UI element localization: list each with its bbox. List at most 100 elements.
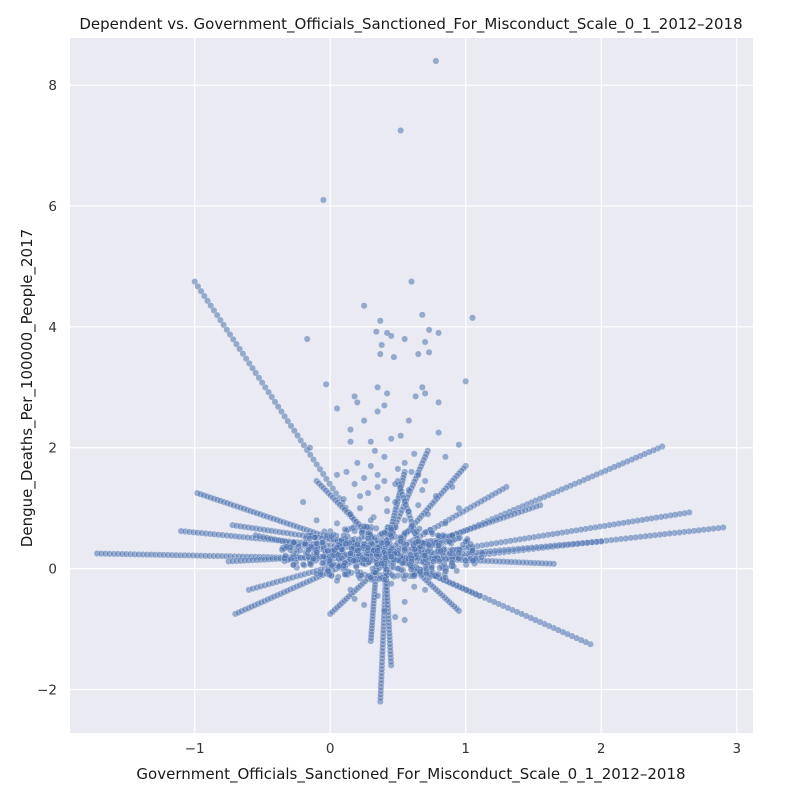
data-point <box>428 564 436 571</box>
data-point <box>360 522 368 530</box>
data-point <box>383 389 391 397</box>
data-point <box>380 401 388 409</box>
data-point <box>374 483 381 491</box>
data-point <box>367 462 375 470</box>
data-point <box>421 477 429 485</box>
data-point <box>380 477 388 485</box>
data-point <box>394 465 402 473</box>
data-point <box>391 498 399 506</box>
data-point <box>351 392 358 400</box>
data-point <box>448 532 456 539</box>
tick-labels: −1 0 1 2 3 −2 0 2 4 6 8 <box>37 78 741 757</box>
y-tick-label: 8 <box>48 78 57 94</box>
data-point <box>351 527 358 535</box>
data-point <box>305 546 312 554</box>
y-tick-label: 6 <box>48 199 57 215</box>
y-tick-label: 4 <box>48 320 57 336</box>
data-point <box>469 314 476 322</box>
data-point <box>197 287 205 295</box>
data-point <box>216 316 224 324</box>
data-point <box>418 383 426 391</box>
data-point <box>322 475 330 483</box>
data-point <box>387 525 395 533</box>
data-point <box>194 282 202 290</box>
data-point <box>415 525 423 533</box>
data-point <box>299 498 307 506</box>
data-point <box>435 429 442 436</box>
data-point <box>414 350 422 358</box>
data-point <box>347 510 354 518</box>
data-point <box>374 592 381 600</box>
data-point <box>258 379 266 386</box>
data-point <box>356 504 364 512</box>
y-axis-label: Dengue_Deaths_Per_100000_People_2017 <box>18 229 37 547</box>
data-point <box>360 601 368 609</box>
x-tick-label: −1 <box>185 741 205 757</box>
data-point <box>397 432 405 440</box>
data-point <box>347 438 354 446</box>
data-point <box>319 539 326 546</box>
data-point <box>281 412 288 420</box>
data-point <box>401 459 409 467</box>
x-tick-label: 3 <box>732 741 741 757</box>
data-point <box>268 393 276 401</box>
data-point <box>360 417 368 424</box>
data-point <box>376 575 383 583</box>
x-tick-label: 2 <box>597 741 606 757</box>
data-point <box>401 516 409 524</box>
data-point <box>441 519 449 527</box>
data-point <box>416 568 424 576</box>
data-point <box>407 565 415 573</box>
data-point <box>329 485 337 492</box>
data-point <box>200 292 208 300</box>
data-point <box>324 567 332 575</box>
data-point <box>334 551 342 559</box>
data-point <box>372 569 379 576</box>
data-point <box>327 532 335 540</box>
data-point <box>401 616 409 624</box>
data-point <box>378 341 386 349</box>
data-point <box>313 548 321 556</box>
data-point <box>358 529 366 537</box>
data-point <box>340 495 348 503</box>
data-point <box>347 426 354 433</box>
data-point <box>380 453 388 461</box>
data-point <box>378 560 386 568</box>
data-point <box>467 540 474 548</box>
data-point <box>356 492 364 500</box>
data-point <box>220 321 228 329</box>
data-point <box>421 389 429 397</box>
grid-lines <box>70 38 753 733</box>
plot-background <box>70 38 753 733</box>
data-point <box>446 538 454 546</box>
data-point <box>405 507 413 515</box>
data-point <box>340 562 348 569</box>
data-point <box>380 529 388 536</box>
data-point <box>319 196 327 204</box>
data-point <box>290 538 297 546</box>
data-point <box>408 468 415 476</box>
data-point <box>367 574 375 582</box>
data-point <box>245 359 253 367</box>
data-point <box>289 561 297 569</box>
data-point <box>372 328 380 336</box>
data-point <box>401 598 409 606</box>
data-point <box>236 345 244 353</box>
data-point <box>297 436 305 444</box>
data-point <box>284 417 292 425</box>
data-point <box>290 427 298 435</box>
data-point <box>265 388 272 396</box>
data-point <box>277 408 285 415</box>
data-point <box>374 471 381 479</box>
data-point <box>326 557 334 565</box>
data-point <box>376 350 384 358</box>
data-point <box>353 459 361 467</box>
y-tick-label: 2 <box>48 441 57 457</box>
data-point <box>353 568 361 575</box>
data-point <box>448 559 456 566</box>
data-point <box>232 340 240 348</box>
data-point <box>434 570 442 578</box>
data-point <box>322 380 330 388</box>
data-point <box>405 417 413 424</box>
data-point <box>414 471 422 479</box>
